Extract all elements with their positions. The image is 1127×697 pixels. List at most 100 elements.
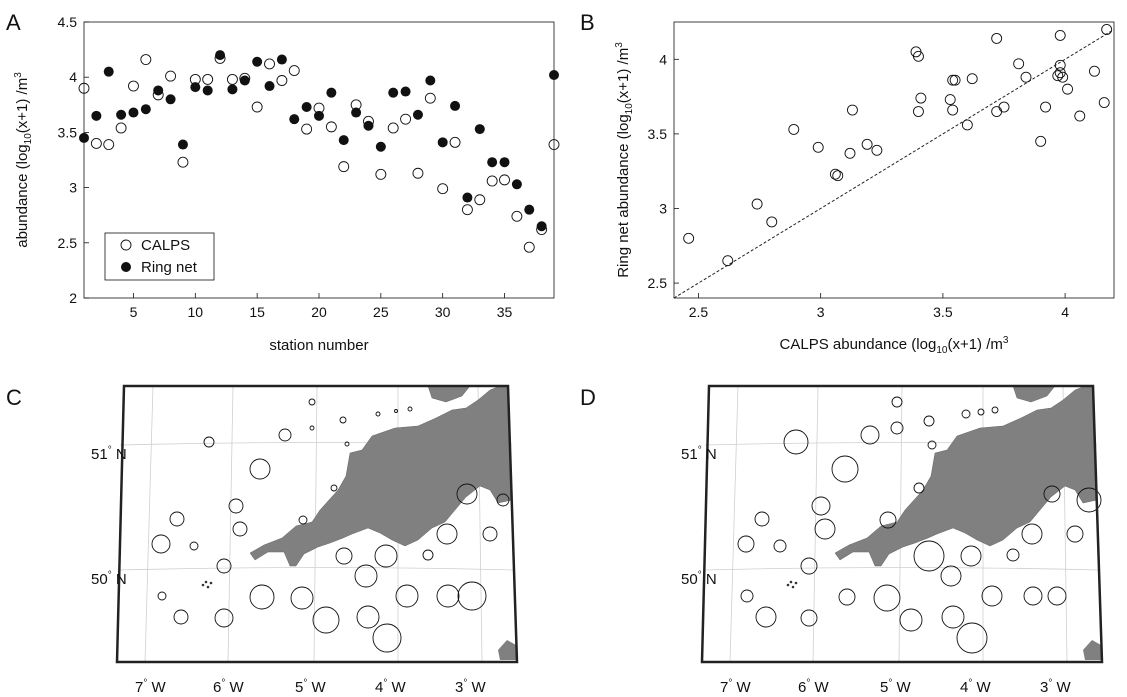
panel-b-x-label: CALPS abundance (log10(x+1) /m3 — [780, 335, 1009, 356]
map-d-lon-4: 4° W — [960, 678, 992, 696]
panel-label-a: A — [6, 10, 21, 35]
map-d-cornwall-land — [834, 385, 1098, 567]
station-circle — [783, 429, 809, 455]
ringnet-point — [511, 179, 522, 190]
station-circle — [899, 608, 923, 632]
panel-label-d: D — [580, 385, 596, 410]
scilly-island — [789, 580, 793, 584]
map-c-lat-51: 51° N — [91, 445, 127, 463]
x-tick-label: 15 — [249, 304, 265, 320]
calps-point — [499, 174, 510, 186]
ringnet-point — [128, 107, 139, 118]
panel-label-b: B — [580, 10, 595, 35]
panel-a-legend: CALPS Ring net — [104, 232, 215, 281]
map-d-lon-3: 3° W — [1040, 678, 1072, 696]
scilly-island — [791, 585, 795, 589]
station-circle — [216, 558, 232, 574]
ringnet-point — [400, 86, 411, 97]
map-d-scilly-isles — [786, 580, 798, 589]
calps-point — [165, 70, 177, 82]
calps-point — [523, 241, 535, 253]
map-c-scilly-isles — [201, 580, 213, 589]
calps-point — [474, 194, 486, 206]
ringnet-point — [190, 82, 201, 93]
station-circle — [356, 605, 380, 629]
ringnet-point — [215, 50, 226, 61]
station-circle — [814, 518, 836, 540]
panel-b-x-ticks: 2.5 3 3.5 4 — [689, 293, 1069, 320]
scatter-point — [1074, 110, 1086, 122]
scatter-point — [766, 216, 778, 228]
calps-point — [251, 101, 263, 113]
scatter-point — [998, 101, 1010, 113]
scilly-island — [786, 583, 790, 587]
calps-point — [400, 113, 412, 125]
scatter-point — [1013, 58, 1025, 70]
station-circle — [407, 406, 413, 412]
scatter-point — [1035, 135, 1047, 147]
ringnet-point — [425, 75, 436, 86]
station-circle — [773, 539, 787, 553]
station-circle — [737, 535, 755, 553]
station-circle — [890, 421, 904, 435]
calps-point — [103, 139, 115, 150]
scatter-point — [949, 74, 961, 86]
map-c-graticule — [118, 385, 515, 663]
scatter-point — [944, 94, 956, 106]
calps-point — [511, 210, 523, 222]
calps-point — [90, 137, 102, 149]
y-tick-label: 2.5 — [648, 275, 668, 291]
scilly-island — [794, 581, 798, 585]
calps-point — [78, 82, 90, 94]
map-c: 51° N 50° N 7° W 6° W 5° W 4° W 3° W — [91, 384, 519, 696]
ringnet-point — [326, 87, 337, 98]
scatter-point — [846, 104, 858, 116]
ringnet-point — [499, 157, 510, 168]
calps-point — [449, 136, 461, 148]
x-tick-label: 10 — [188, 304, 204, 320]
y-tick-label: 2.5 — [58, 235, 78, 251]
station-circle — [214, 608, 234, 628]
station-circle — [913, 482, 925, 494]
y-tick-label: 2 — [69, 290, 77, 306]
station-circle — [330, 484, 338, 492]
scatter-point — [947, 74, 959, 86]
station-circle — [278, 428, 292, 442]
ringnet-point — [524, 204, 535, 215]
calps-point — [548, 139, 560, 150]
calps-point — [202, 73, 214, 85]
station-circle — [395, 584, 419, 608]
station-circle — [374, 544, 398, 568]
y-tick-label: 4 — [69, 69, 77, 85]
scatter-point — [1052, 70, 1064, 82]
station-circle — [1047, 586, 1067, 606]
scatter-point — [966, 73, 978, 85]
map-d: 51° N 50° N 7° W 6° W 5° W 4° W 3° W — [681, 384, 1104, 696]
station-circle — [811, 496, 831, 516]
calps-point — [177, 156, 189, 168]
station-circle — [169, 511, 185, 527]
x-tick-label: 25 — [373, 304, 389, 320]
ringnet-point — [103, 66, 114, 77]
station-circle — [754, 511, 770, 527]
ringnet-point — [140, 104, 151, 115]
ringnet-point — [338, 135, 349, 146]
scatter-point — [991, 32, 1003, 44]
graticule-line — [227, 385, 234, 663]
x-tick-label: 30 — [435, 304, 451, 320]
panel-a-calps-series — [78, 52, 560, 253]
scatter-point — [912, 106, 924, 117]
panel-a-x-ticks: 5 10 15 20 25 30 35 — [130, 293, 513, 320]
x-tick-label: 35 — [497, 304, 513, 320]
station-circle — [151, 534, 171, 554]
map-c-lon-4: 4° W — [375, 678, 407, 696]
scatter-point — [1054, 29, 1066, 41]
y-tick-label: 3 — [659, 200, 667, 216]
station-circle — [189, 541, 199, 551]
scatter-point — [991, 106, 1003, 117]
station-circle — [981, 585, 1003, 607]
scatter-point — [871, 144, 883, 156]
scatter-point — [788, 123, 800, 135]
station-circle — [203, 436, 215, 448]
